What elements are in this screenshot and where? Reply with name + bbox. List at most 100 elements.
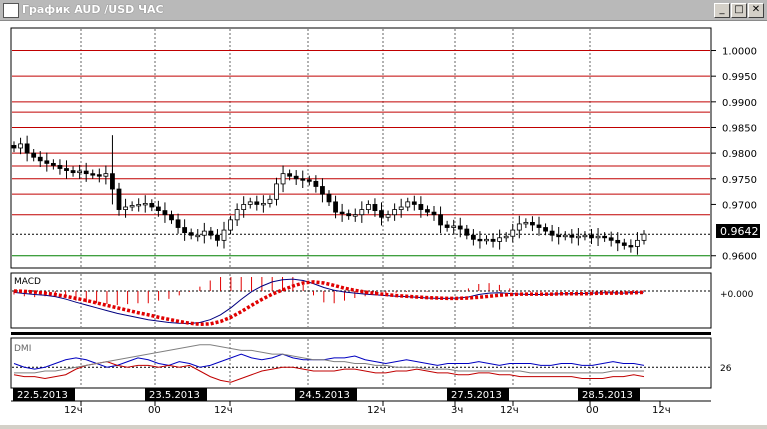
candle [503, 232, 509, 242]
candle-body [411, 201, 417, 205]
candle-body [254, 201, 260, 205]
price-axis: 1.0000 0.9950 0.9900 0.9850 0.9800 0.9750 0.97… [711, 47, 757, 263]
candle-body [569, 234, 575, 238]
candle-body [77, 170, 83, 174]
candle [208, 227, 214, 240]
price-tick-label: 0.9900 [722, 98, 757, 109]
candle [621, 238, 627, 250]
candle-body [444, 224, 450, 228]
candle-body [103, 173, 109, 177]
candle-body [372, 204, 378, 211]
candle [497, 229, 503, 250]
candle-body [208, 230, 214, 236]
candle-body [18, 143, 23, 149]
price-tick-label: 0.9600 [722, 252, 757, 263]
candle [444, 220, 450, 232]
candle [326, 190, 332, 206]
candle-body [615, 239, 621, 244]
candle-body [320, 186, 325, 195]
candle [425, 205, 430, 217]
date-text: 23.5.2013 [149, 390, 200, 401]
candle [602, 232, 608, 242]
candle [18, 137, 23, 155]
panel-separator [11, 332, 711, 335]
candle-body [31, 152, 37, 158]
candle-body [562, 234, 568, 238]
candle [477, 231, 483, 249]
candle-body [24, 143, 30, 154]
candle-body [536, 224, 542, 228]
candle [457, 217, 463, 238]
candle [287, 169, 293, 181]
candle [523, 218, 529, 229]
candle [162, 202, 168, 223]
candle [398, 198, 404, 218]
price-tick-label: 0.9800 [722, 149, 757, 160]
candle [575, 228, 581, 246]
candle-body [260, 203, 266, 206]
candle [182, 219, 188, 241]
candle-body [431, 211, 437, 216]
time-axis: 22.5.2013 23.5.2013 24.5.2013 27.5.2013 … [11, 388, 711, 416]
candle [149, 199, 155, 212]
macd-panel [10, 272, 712, 329]
candle [385, 210, 391, 222]
candle-body [451, 225, 457, 228]
window-title: График AUD /USD ЧАС [22, 3, 164, 16]
chart-area[interactable]: 1.0000 0.9950 0.9900 0.9850 0.9800 0.9750 0.97… [0, 21, 767, 425]
dmi-level-label: 26 [720, 364, 732, 374]
candle-body [306, 179, 312, 182]
close-button[interactable]: ✕ [748, 3, 764, 18]
candle [37, 151, 43, 167]
candle-body [595, 235, 601, 239]
last-price-marker: 0.9642 [716, 224, 760, 238]
hour-label: 00 [586, 405, 599, 416]
chart-canvas[interactable]: 1.0000 0.9950 0.9900 0.9850 0.9800 0.9750 0.97… [0, 21, 767, 425]
candle-body [405, 201, 411, 208]
candle [188, 228, 194, 240]
candle-body [169, 214, 174, 221]
candle-body [234, 209, 240, 221]
candle-body [287, 173, 293, 177]
candle-body [70, 170, 76, 174]
date-label-2: 23.5.2013 [145, 388, 207, 401]
minimize-button[interactable]: _ [714, 3, 730, 18]
candle [313, 175, 319, 193]
candle [44, 152, 50, 172]
candle-body [641, 233, 647, 241]
candle-body [582, 234, 588, 238]
candle [57, 159, 63, 175]
candle-body [116, 188, 122, 210]
hour-label: 12ч [652, 405, 671, 416]
maximize-button[interactable]: □ [731, 3, 747, 18]
candle-body [241, 204, 247, 210]
candle-body [470, 234, 476, 240]
candle [470, 229, 476, 246]
candle [372, 198, 378, 217]
candle [234, 203, 240, 226]
candle-body [339, 211, 345, 215]
candle [274, 177, 279, 206]
candle-body [280, 173, 286, 185]
candle [536, 216, 542, 236]
candle-body [425, 209, 430, 213]
candle [293, 170, 299, 185]
title-bar: График AUD /USD ЧАС _ □ ✕ [0, 0, 767, 21]
candle [451, 219, 457, 234]
candle [241, 196, 247, 218]
date-text: 27.5.2013 [451, 390, 502, 401]
candle [359, 201, 365, 223]
candle-body [523, 221, 529, 225]
macd-signal-line [13, 280, 645, 327]
candle [201, 222, 207, 244]
candle [333, 195, 338, 219]
candle [320, 178, 325, 203]
candle-body [379, 210, 384, 218]
candle-body [37, 156, 43, 162]
candle-body [267, 198, 273, 204]
price-panel [10, 27, 712, 269]
candle [123, 198, 128, 218]
candle [129, 201, 135, 212]
candle [70, 166, 76, 177]
dmi-plus-line [13, 353, 645, 370]
